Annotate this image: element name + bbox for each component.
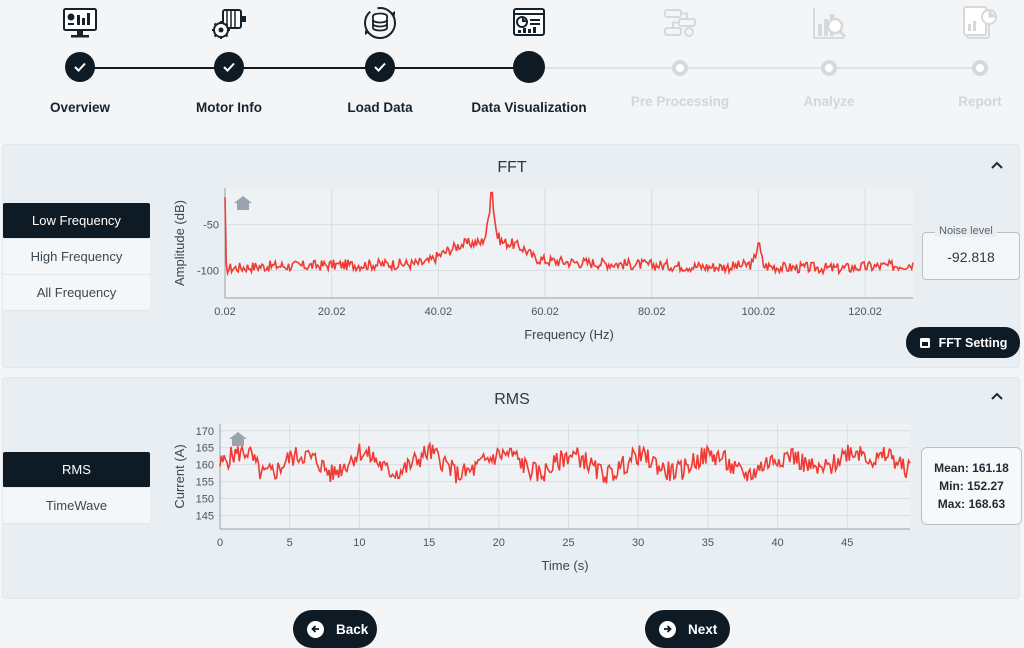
x-tick-label: 20: [493, 537, 505, 549]
plot-area: [225, 188, 913, 298]
x-tick-label: 40: [771, 537, 783, 549]
overview-monitor-icon: [63, 8, 97, 38]
stepper-line-complete: [80, 67, 529, 69]
next-button[interactable]: Next: [645, 610, 730, 648]
series-line: [224, 191, 914, 277]
step-label: Report: [958, 94, 1002, 109]
noise-level-value: -92.818: [947, 249, 995, 265]
next-label: Next: [688, 621, 718, 637]
arrow-left-icon: [307, 620, 324, 638]
tab-high-frequency[interactable]: High Frequency: [3, 239, 150, 275]
x-tick-label: 20.02: [318, 306, 346, 318]
settings-calendar-icon: [919, 337, 930, 348]
step-complete-marker: [214, 52, 244, 82]
step-current-marker: [513, 51, 545, 83]
y-tick-label: -100: [197, 266, 219, 278]
x-tick-label: 45: [841, 537, 853, 549]
arrow-right-icon: [659, 620, 676, 638]
x-tick-label: 40.02: [425, 306, 453, 318]
x-tick-label: 80.02: [638, 306, 666, 318]
step-label: Data Visualization: [471, 100, 587, 115]
plot-area: [220, 424, 910, 529]
chevron-up-icon: [991, 392, 1003, 400]
x-tick-label: 5: [287, 537, 293, 549]
y-tick-label: 170: [196, 426, 214, 438]
x-tick-label: 0: [217, 537, 223, 549]
step-label: Analyze: [803, 94, 855, 109]
back-label: Back: [336, 621, 369, 637]
step-complete-marker: [65, 52, 95, 82]
report-document-icon: [963, 6, 997, 39]
y-tick-label: 145: [196, 510, 214, 522]
y-tick-label: 165: [196, 443, 214, 455]
step-label: Pre Processing: [630, 94, 730, 109]
stat-min: Min: 152.27: [939, 479, 1004, 493]
home-reset-icon: [234, 196, 252, 210]
fft-panel-title: FFT: [497, 159, 527, 176]
progress-stepper: Overview Motor Info: [0, 0, 1024, 140]
stat-mean: Mean: 161.18: [934, 461, 1009, 475]
tab-all-frequency[interactable]: All Frequency: [3, 275, 150, 311]
y-tick-label: -50: [203, 220, 219, 232]
fft-range-tabs: Low Frequency High Frequency All Frequen…: [3, 203, 150, 311]
analyze-chart-icon: [813, 8, 847, 39]
tab-low-frequency[interactable]: Low Frequency: [3, 203, 150, 239]
check-icon: [374, 62, 386, 72]
back-button[interactable]: Back: [293, 610, 377, 648]
tab-rms[interactable]: RMS: [3, 452, 150, 488]
step-pending-marker: [972, 60, 988, 76]
x-tick-label: 120.02: [848, 306, 882, 318]
y-axis-label: Current (A): [172, 444, 187, 508]
database-sync-icon: [364, 7, 396, 39]
y-tick-label: 160: [196, 460, 214, 472]
series-line: [219, 441, 911, 484]
stepper-line-pending: [529, 67, 980, 69]
x-tick-label: 35: [702, 537, 714, 549]
fft-chart[interactable]: 0.02 20.02 40.02 60.02 80.02 100.02 120.02 -50 -…: [160, 176, 920, 361]
x-tick-label: 25: [562, 537, 574, 549]
x-tick-label: 60.02: [531, 306, 559, 318]
stat-max: Max: 168.63: [937, 497, 1006, 511]
motor-gear-icon: [212, 9, 246, 39]
rms-chart[interactable]: 0 5 10 15 20 25 30 35 40 45 170 165 160 155 150 145 Time…: [160, 420, 920, 585]
noise-level-label: Noise level: [935, 225, 997, 237]
noise-level-box: Noise level -92.818: [922, 225, 1020, 280]
fft-collapse-button[interactable]: [987, 155, 1007, 175]
pipeline-icon: [664, 9, 696, 37]
dashboard-chart-icon: [513, 8, 545, 36]
x-tick-label: 15: [423, 537, 435, 549]
x-tick-label: 0.02: [214, 306, 235, 318]
check-icon: [74, 62, 86, 72]
rms-collapse-button[interactable]: [987, 386, 1007, 406]
rms-stats-box: Mean: 161.18 Min: 152.27 Max: 168.63: [921, 447, 1022, 525]
step-pending-marker: [672, 60, 688, 76]
check-icon: [223, 62, 235, 72]
step-pending-marker: [821, 60, 837, 76]
x-tick-label: 100.02: [742, 306, 776, 318]
x-tick-label: 30: [632, 537, 644, 549]
rms-view-tabs: RMS TimeWave: [3, 452, 150, 524]
fft-setting-button[interactable]: FFT Setting: [906, 327, 1020, 358]
step-complete-marker: [365, 52, 395, 82]
tab-timewave[interactable]: TimeWave: [3, 488, 150, 524]
step-label: Load Data: [347, 100, 413, 115]
rms-panel-title: RMS: [494, 391, 530, 408]
step-label: Motor Info: [196, 100, 262, 115]
fft-setting-label: FFT Setting: [938, 335, 1008, 350]
step-label: Overview: [49, 100, 111, 115]
y-tick-label: 150: [196, 494, 214, 506]
fft-chart-svg[interactable]: 0.02 20.02 40.02 60.02 80.02 100.02 120.02 -50 -…: [160, 176, 920, 356]
x-axis-label: Frequency (Hz): [524, 327, 614, 342]
x-tick-label: 10: [353, 537, 365, 549]
home-reset-icon: [229, 432, 247, 446]
y-axis-label: Amplitude (dB): [172, 200, 187, 286]
rms-chart-svg[interactable]: 0 5 10 15 20 25 30 35 40 45 170 165 160 155 150 145 Time…: [160, 420, 920, 580]
x-axis-label: Time (s): [541, 558, 588, 573]
chevron-up-icon: [991, 161, 1003, 169]
y-tick-label: 155: [196, 477, 214, 489]
